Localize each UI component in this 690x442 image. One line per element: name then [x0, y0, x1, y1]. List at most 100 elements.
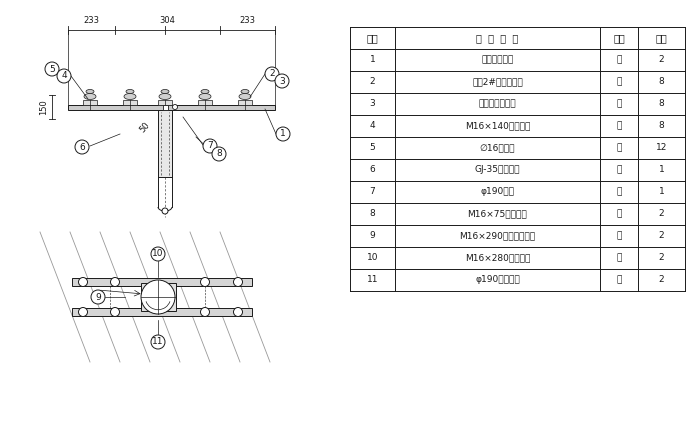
Text: 8: 8: [370, 210, 375, 218]
Text: 8: 8: [659, 99, 664, 108]
Circle shape: [151, 247, 165, 261]
Text: 7: 7: [370, 187, 375, 197]
Circle shape: [110, 308, 119, 316]
Text: 只: 只: [616, 232, 622, 240]
Bar: [158, 99, 172, 104]
Circle shape: [141, 280, 175, 314]
Bar: [350, 159, 685, 181]
Bar: [163, 104, 168, 110]
Text: 数量: 数量: [656, 33, 667, 43]
Text: 块: 块: [616, 275, 622, 285]
Bar: [68, 104, 275, 110]
Circle shape: [233, 278, 242, 286]
Text: 3: 3: [279, 76, 285, 85]
Bar: [350, 27, 685, 49]
Bar: [350, 71, 685, 93]
Text: 1: 1: [659, 165, 664, 175]
Bar: [141, 283, 175, 311]
Text: 9: 9: [370, 232, 375, 240]
Circle shape: [203, 139, 217, 153]
Text: 1: 1: [280, 130, 286, 138]
Ellipse shape: [84, 94, 96, 99]
Text: 只: 只: [616, 254, 622, 263]
Text: 304: 304: [159, 16, 175, 25]
Text: GJ-35拉线装置: GJ-35拉线装置: [475, 165, 520, 175]
Bar: [350, 247, 685, 269]
Circle shape: [162, 208, 168, 214]
Text: 单位: 单位: [613, 33, 625, 43]
Text: 只: 只: [616, 210, 622, 218]
Text: M16×140单相螺栓: M16×140单相螺栓: [465, 122, 530, 130]
Text: 1: 1: [659, 187, 664, 197]
Text: 233: 233: [83, 16, 99, 25]
Bar: [83, 99, 97, 104]
Text: 150: 150: [39, 99, 48, 115]
Circle shape: [201, 278, 210, 286]
Text: 3: 3: [370, 99, 375, 108]
Text: 规  格  名  称: 规 格 名 称: [476, 33, 519, 43]
Text: M16×280单相螺栓: M16×280单相螺栓: [465, 254, 530, 263]
Ellipse shape: [86, 89, 94, 94]
Text: 2: 2: [659, 56, 664, 65]
Text: 10: 10: [367, 254, 378, 263]
Bar: [123, 99, 137, 104]
Circle shape: [79, 308, 88, 316]
Ellipse shape: [161, 89, 169, 94]
Text: 副: 副: [616, 187, 622, 197]
Text: 12: 12: [656, 144, 667, 152]
Circle shape: [233, 308, 242, 316]
Ellipse shape: [126, 89, 134, 94]
Bar: [350, 203, 685, 225]
Text: 9: 9: [95, 293, 101, 301]
Text: 5: 5: [370, 144, 375, 152]
Circle shape: [57, 69, 71, 83]
Circle shape: [151, 335, 165, 349]
Bar: [350, 181, 685, 203]
Text: 5: 5: [49, 65, 55, 73]
Text: 7: 7: [207, 141, 213, 150]
Ellipse shape: [199, 94, 211, 99]
Bar: [350, 137, 685, 159]
Text: 6: 6: [370, 165, 375, 175]
Text: 低压2#蝴蝶瓷绝子: 低压2#蝴蝶瓷绝子: [472, 77, 523, 87]
Text: 只: 只: [616, 77, 622, 87]
Ellipse shape: [159, 94, 171, 99]
Text: 2: 2: [659, 232, 664, 240]
Circle shape: [75, 140, 89, 154]
Bar: [72, 278, 252, 286]
Circle shape: [110, 278, 119, 286]
Bar: [198, 99, 212, 104]
Ellipse shape: [239, 94, 251, 99]
Text: 10: 10: [152, 249, 164, 259]
Text: 卷: 卷: [616, 99, 622, 108]
Text: 个: 个: [616, 144, 622, 152]
Ellipse shape: [201, 89, 209, 94]
Text: 帮模型绝缘扎线: 帮模型绝缘扎线: [479, 99, 516, 108]
Bar: [72, 308, 252, 316]
Bar: [238, 99, 252, 104]
Text: 只: 只: [616, 122, 622, 130]
Text: 2: 2: [269, 69, 275, 79]
Circle shape: [45, 62, 59, 76]
Circle shape: [201, 308, 210, 316]
Text: 2: 2: [370, 77, 375, 87]
Bar: [350, 115, 685, 137]
Ellipse shape: [241, 89, 249, 94]
Text: 1: 1: [370, 56, 375, 65]
Circle shape: [172, 104, 177, 110]
Circle shape: [276, 127, 290, 141]
Bar: [158, 110, 172, 177]
Text: 8: 8: [216, 149, 222, 159]
Text: 2: 2: [659, 210, 664, 218]
Text: ∅16圆垫圈: ∅16圆垫圈: [480, 144, 515, 152]
Ellipse shape: [124, 94, 136, 99]
Circle shape: [265, 67, 279, 81]
Text: 4: 4: [61, 72, 67, 80]
Text: 绝缘导线楔框: 绝缘导线楔框: [482, 56, 513, 65]
Text: 11: 11: [152, 338, 164, 347]
Text: 2: 2: [659, 254, 664, 263]
Text: 根: 根: [616, 56, 622, 65]
Text: 编号: 编号: [366, 33, 378, 43]
Text: 233: 233: [239, 16, 255, 25]
Text: φ190圆杆抱架: φ190圆杆抱架: [475, 275, 520, 285]
